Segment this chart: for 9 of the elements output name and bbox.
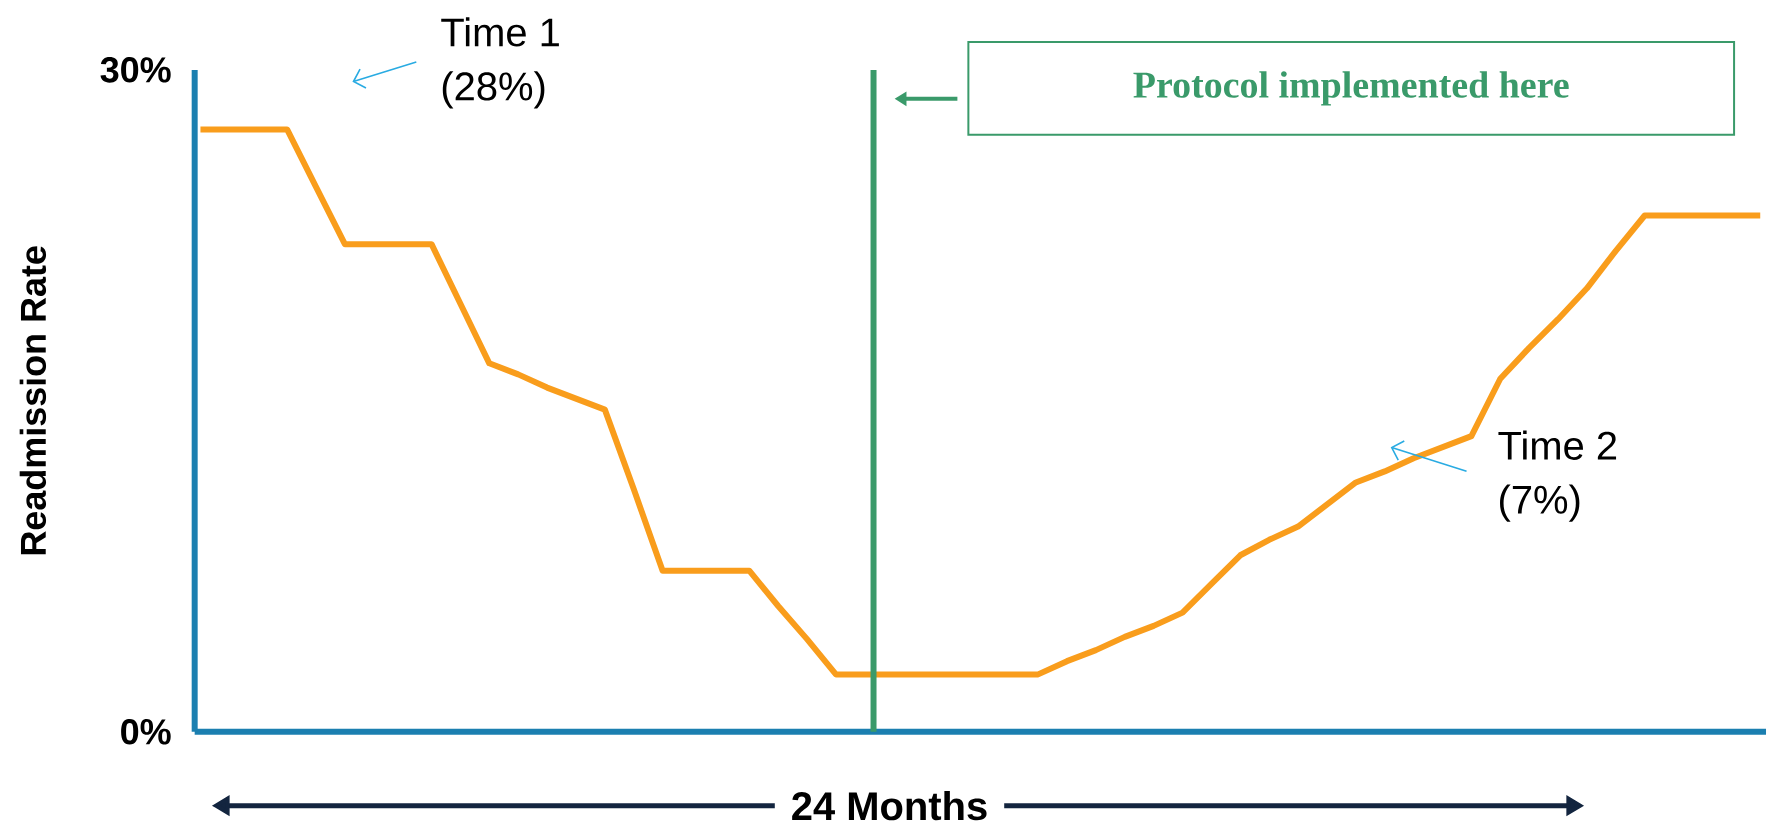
x-axis-title: 24 Months	[792, 790, 987, 821]
annotation: (28%)	[442, 71, 545, 109]
y-tick-label: 30%	[100, 56, 171, 83]
annotation: Protocol implemented here	[1133, 71, 1569, 106]
annotation: (7%)	[1500, 484, 1580, 522]
y-axis-title: Readmission Rate	[19, 246, 47, 555]
annotation: Time 2	[1498, 430, 1617, 460]
y-tick-label: 0%	[121, 718, 171, 745]
text: Time 1	[441, 17, 559, 47]
